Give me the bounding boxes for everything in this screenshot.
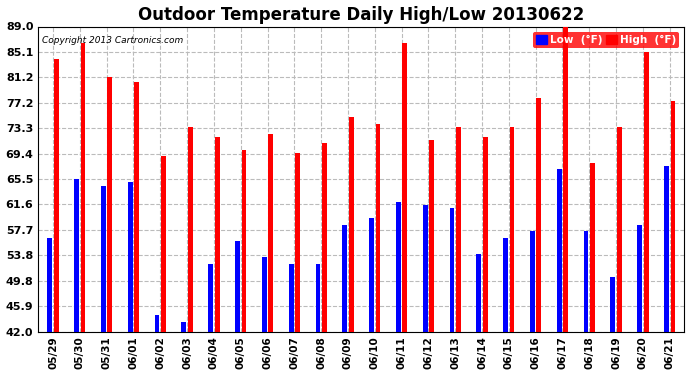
Bar <box>262 257 267 332</box>
Bar <box>75 179 79 332</box>
Bar <box>423 205 428 332</box>
Bar <box>188 127 193 332</box>
Legend: Low  (°F), High  (°F): Low (°F), High (°F) <box>533 32 679 48</box>
Bar <box>456 127 461 332</box>
Bar <box>215 137 219 332</box>
Bar <box>101 186 106 332</box>
Bar <box>369 218 374 332</box>
Bar <box>638 225 642 332</box>
Bar <box>208 264 213 332</box>
Bar <box>396 202 401 332</box>
Bar <box>590 163 595 332</box>
Bar <box>536 98 541 332</box>
Bar <box>322 143 327 332</box>
Bar <box>342 225 347 332</box>
Bar <box>161 156 166 332</box>
Bar <box>315 264 320 332</box>
Bar <box>402 43 407 332</box>
Bar <box>235 241 240 332</box>
Bar <box>429 140 434 332</box>
Bar <box>295 153 300 332</box>
Bar <box>181 322 186 332</box>
Bar <box>155 315 159 332</box>
Bar <box>348 117 353 332</box>
Bar <box>563 27 568 332</box>
Bar <box>476 254 481 332</box>
Bar <box>644 53 649 332</box>
Bar <box>128 182 132 332</box>
Bar <box>375 124 380 332</box>
Bar <box>54 59 59 332</box>
Bar <box>530 231 535 332</box>
Bar <box>450 209 455 332</box>
Bar <box>48 237 52 332</box>
Bar <box>611 276 615 332</box>
Bar <box>135 82 139 332</box>
Bar <box>241 150 246 332</box>
Bar <box>664 166 669 332</box>
Bar <box>81 43 86 332</box>
Bar <box>557 170 562 332</box>
Bar <box>617 127 622 332</box>
Bar <box>268 134 273 332</box>
Bar <box>108 77 112 332</box>
Text: Copyright 2013 Cartronics.com: Copyright 2013 Cartronics.com <box>41 36 183 45</box>
Bar <box>671 101 676 332</box>
Bar <box>288 264 293 332</box>
Bar <box>510 127 515 332</box>
Bar <box>483 137 488 332</box>
Bar <box>584 231 589 332</box>
Title: Outdoor Temperature Daily High/Low 20130622: Outdoor Temperature Daily High/Low 20130… <box>138 6 584 24</box>
Bar <box>503 237 508 332</box>
